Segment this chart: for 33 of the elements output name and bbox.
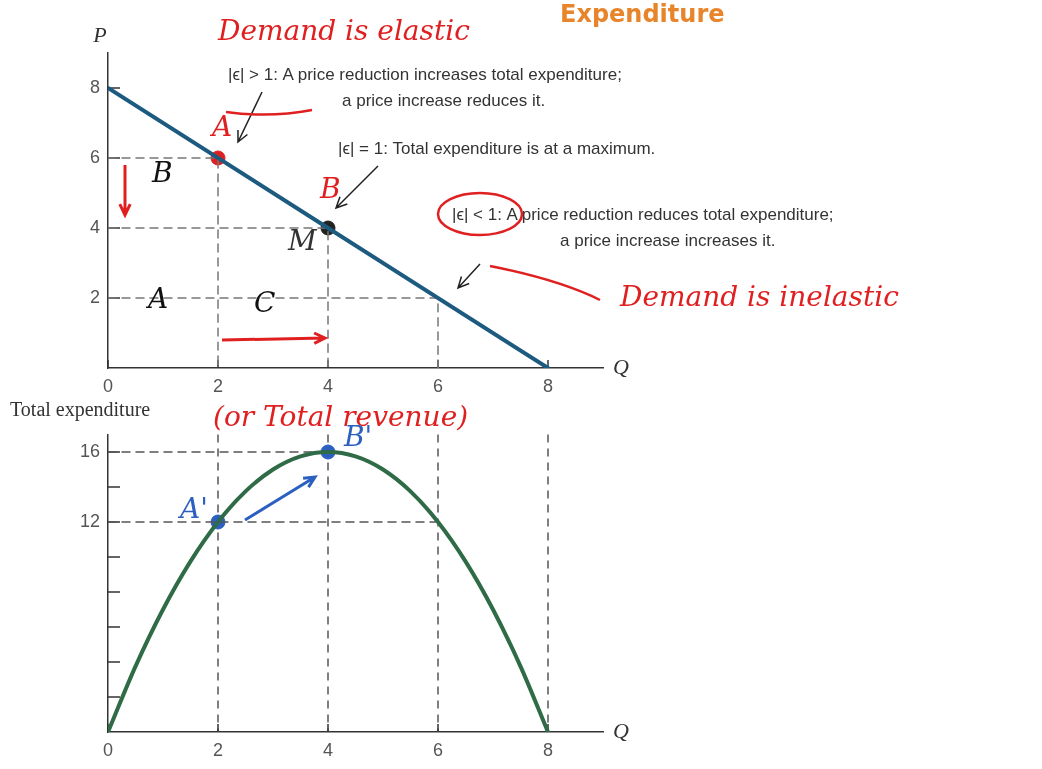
text: Demand is inelastic [620, 280, 899, 314]
annotation: A [148, 282, 169, 316]
x-tick-label: 8 [542, 375, 554, 396]
annotation: |ϵ| = 1: Total expenditure is at a maximum. [338, 138, 656, 160]
x-tick-label: 6 [432, 375, 444, 396]
y-axis-title: P [92, 21, 107, 47]
y-tick-label: 12 [79, 510, 100, 531]
annotation: |ϵ| < 1: A price reduction reduces total expenditure; a price increase increases it. [452, 204, 834, 252]
y-axis-title: Total expenditure [10, 397, 151, 421]
x-tick-label: 0 [102, 739, 114, 760]
x-tick-label: 0 [102, 375, 114, 396]
x-axis-title: Q [613, 717, 629, 743]
y-tick-label: 6 [89, 146, 100, 167]
annotation: A [212, 110, 233, 144]
text: Demand is elastic [218, 14, 470, 48]
x-tick-label: 8 [542, 739, 554, 760]
x-tick-label: 2 [212, 739, 224, 760]
x-tick-label: 2 [212, 375, 224, 396]
annotation: M [288, 224, 317, 258]
x-tick-label: 6 [432, 739, 444, 760]
chart-title: Expenditure [560, 0, 725, 28]
annotation: B [320, 172, 341, 206]
annotation: B [152, 156, 173, 190]
y-tick-label: 16 [79, 440, 100, 461]
x-axis-title: Q [613, 353, 629, 379]
y-tick-label: 2 [89, 286, 100, 307]
y-tick-label: 8 [89, 76, 100, 97]
y-tick-label: 4 [89, 216, 100, 237]
annotation: |ϵ| > 1: A price reduction increases total expenditure; a price increase reduces it. [228, 64, 622, 112]
annotation: C [254, 286, 276, 320]
annotation: A' [180, 492, 208, 526]
x-tick-label: 4 [322, 739, 334, 760]
x-tick-label: 4 [322, 375, 334, 396]
